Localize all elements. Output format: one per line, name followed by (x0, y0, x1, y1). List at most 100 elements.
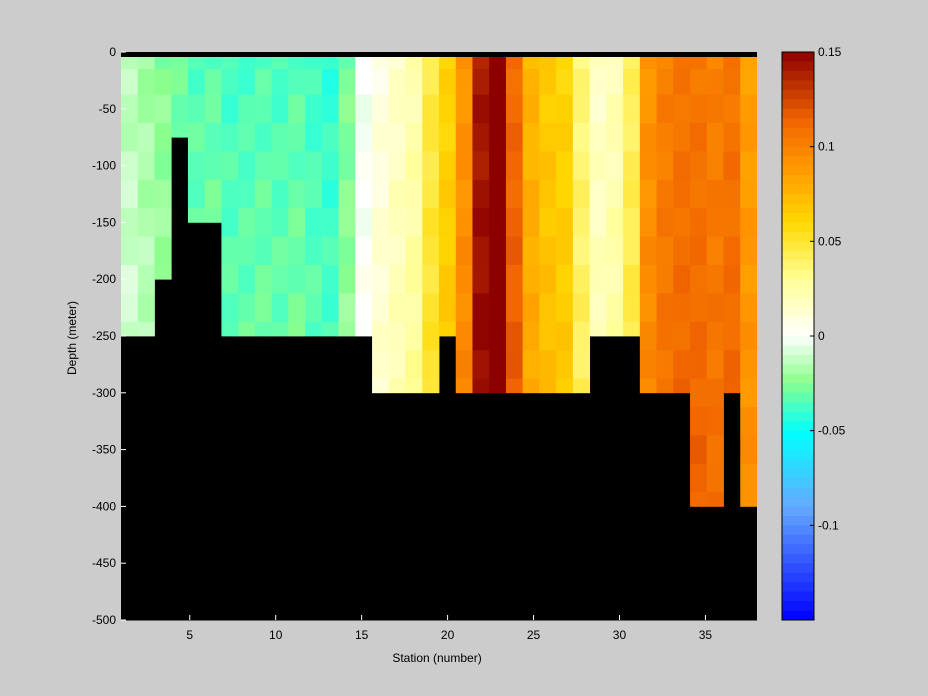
heatmap-cell (338, 293, 356, 323)
heatmap-cell (690, 208, 708, 237)
heatmap-cell (388, 123, 406, 152)
heatmap-cell (221, 69, 239, 95)
heatmap-cell (221, 321, 239, 337)
heatmap-cell (556, 151, 574, 181)
heatmap-cell (572, 293, 591, 323)
heatmap-cell (639, 151, 657, 181)
heatmap-cell (556, 208, 574, 237)
colorbar-step (782, 601, 814, 612)
colorbar-step (782, 430, 814, 441)
heatmap-cell (706, 265, 724, 294)
heatmap-cell (556, 293, 574, 323)
heatmap-cell (288, 179, 306, 209)
heatmap-cell (238, 321, 256, 337)
colorbar-step (782, 354, 814, 365)
colorbar-step (782, 373, 814, 384)
heatmap-cell (472, 151, 490, 181)
y-tick-label: -300 (92, 386, 116, 400)
heatmap-cell (271, 94, 289, 124)
colorbar (781, 51, 815, 621)
colorbar-tick-label: 0 (818, 329, 825, 343)
colorbar-step (782, 506, 814, 517)
heatmap-cell (154, 69, 172, 95)
heatmap-cells (121, 52, 757, 507)
heatmap-cell (221, 123, 239, 152)
heatmap-cell (137, 151, 155, 181)
colorbar-step (782, 459, 814, 470)
heatmap-cell (388, 179, 406, 209)
surface-band (121, 52, 757, 57)
heatmap-cell (422, 236, 440, 266)
heatmap-cell (639, 265, 657, 294)
colorbar-step (782, 326, 814, 337)
heatmap-cell (522, 94, 540, 124)
colorbar-step (782, 572, 814, 583)
heatmap-cell (556, 94, 574, 124)
colorbar-step (782, 392, 814, 403)
heatmap-cell (372, 94, 390, 124)
heatmap-cell (154, 94, 172, 124)
heatmap-cell (623, 236, 641, 266)
heatmap-cell (288, 321, 306, 337)
heatmap-cell (254, 321, 273, 337)
heatmap-cell (221, 151, 239, 181)
heatmap-cell (288, 69, 306, 95)
heatmap-cell (254, 236, 273, 266)
heatmap-cell (572, 123, 591, 152)
heatmap-cell (288, 265, 306, 294)
heatmap-cell (338, 151, 356, 181)
heatmap-cell (439, 265, 457, 294)
heatmap-cell (472, 350, 490, 379)
heatmap-cell (606, 236, 624, 266)
heatmap-cell (673, 151, 691, 181)
heatmap-cell (723, 208, 741, 237)
heatmap-cell (539, 236, 557, 266)
colorbar-step (782, 298, 814, 309)
heatmap-cell (539, 208, 557, 237)
colorbar-step (782, 156, 814, 167)
heatmap-cell (187, 123, 206, 152)
heatmap-cell (254, 151, 273, 181)
heatmap-cell (556, 179, 574, 209)
heatmap-cell (288, 236, 306, 266)
heatmap-cell (137, 94, 155, 124)
heatmap-cell (187, 94, 206, 124)
heatmap-cell (388, 208, 406, 237)
heatmap-cell (505, 378, 524, 394)
heatmap-cell (572, 179, 591, 209)
heatmap-cell (372, 236, 390, 266)
heatmap-cell (522, 69, 540, 95)
heatmap-cell (740, 321, 757, 351)
heatmap-cell (221, 293, 239, 323)
heatmap-cell (690, 463, 708, 493)
x-tick-label: 10 (269, 628, 283, 642)
heatmap-cell (639, 293, 657, 323)
heatmap-cell (121, 321, 139, 337)
colorbar-step (782, 165, 814, 176)
heatmap-cell (740, 492, 757, 507)
heatmap-cell (572, 350, 591, 379)
heatmap-cell (305, 265, 323, 294)
heatmap-cell (321, 69, 339, 95)
heatmap-cell (690, 378, 708, 408)
heatmap-cell (321, 321, 339, 337)
heatmap-cell (422, 321, 440, 351)
heatmap-cell (171, 123, 189, 138)
heatmap-cell (623, 265, 641, 294)
heatmap-cell (539, 151, 557, 181)
heatmap-cell (606, 151, 624, 181)
heatmap-cell (522, 350, 540, 379)
heatmap-cell (539, 123, 557, 152)
heatmap-cell (405, 236, 423, 266)
heatmap-cell (121, 265, 139, 294)
heatmap-cell (187, 179, 206, 209)
y-tick-label: -400 (92, 499, 116, 513)
heatmap-cell (439, 321, 457, 337)
heatmap-cell (623, 179, 641, 209)
heatmap-cell (472, 236, 490, 266)
heatmap-cell (539, 293, 557, 323)
heatmap-cell (372, 293, 390, 323)
heatmap-cell (706, 208, 724, 237)
x-axis-label: Station (number) (392, 651, 481, 665)
colorbar-step (782, 317, 814, 328)
